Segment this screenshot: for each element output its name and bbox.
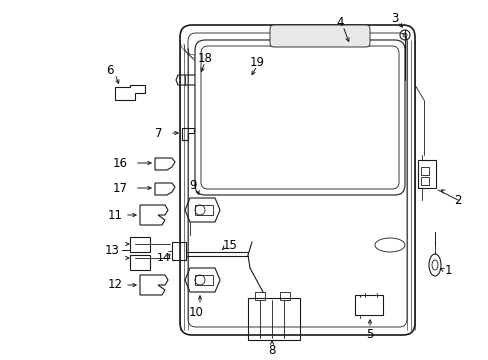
Text: 4: 4 xyxy=(336,15,343,28)
Text: 1: 1 xyxy=(444,264,451,276)
Text: 6: 6 xyxy=(106,63,114,77)
Text: 13: 13 xyxy=(105,243,120,257)
Text: 11: 11 xyxy=(108,208,123,221)
Text: 2: 2 xyxy=(453,194,461,207)
Bar xyxy=(420,177,428,185)
Bar xyxy=(420,167,428,175)
Text: 5: 5 xyxy=(366,328,373,342)
FancyBboxPatch shape xyxy=(180,25,414,335)
Text: 17: 17 xyxy=(113,181,128,194)
Bar xyxy=(417,160,435,188)
Bar xyxy=(130,255,150,270)
Bar xyxy=(172,242,185,260)
Bar xyxy=(280,292,289,300)
Text: 7: 7 xyxy=(155,126,162,140)
Text: 3: 3 xyxy=(390,12,398,24)
Bar xyxy=(130,237,150,252)
Bar xyxy=(254,292,264,300)
Text: 10: 10 xyxy=(188,306,203,319)
Bar xyxy=(195,205,213,215)
Bar xyxy=(247,298,299,340)
Text: 15: 15 xyxy=(222,239,237,252)
Bar xyxy=(195,275,213,285)
Bar xyxy=(354,295,382,315)
Text: 8: 8 xyxy=(268,343,275,356)
Text: 14: 14 xyxy=(157,253,171,263)
Text: 12: 12 xyxy=(108,279,123,292)
FancyBboxPatch shape xyxy=(195,40,404,195)
FancyBboxPatch shape xyxy=(269,25,369,47)
Text: 9: 9 xyxy=(189,179,196,192)
Text: 16: 16 xyxy=(113,157,128,170)
Text: 18: 18 xyxy=(197,51,212,64)
Text: 19: 19 xyxy=(249,55,264,68)
